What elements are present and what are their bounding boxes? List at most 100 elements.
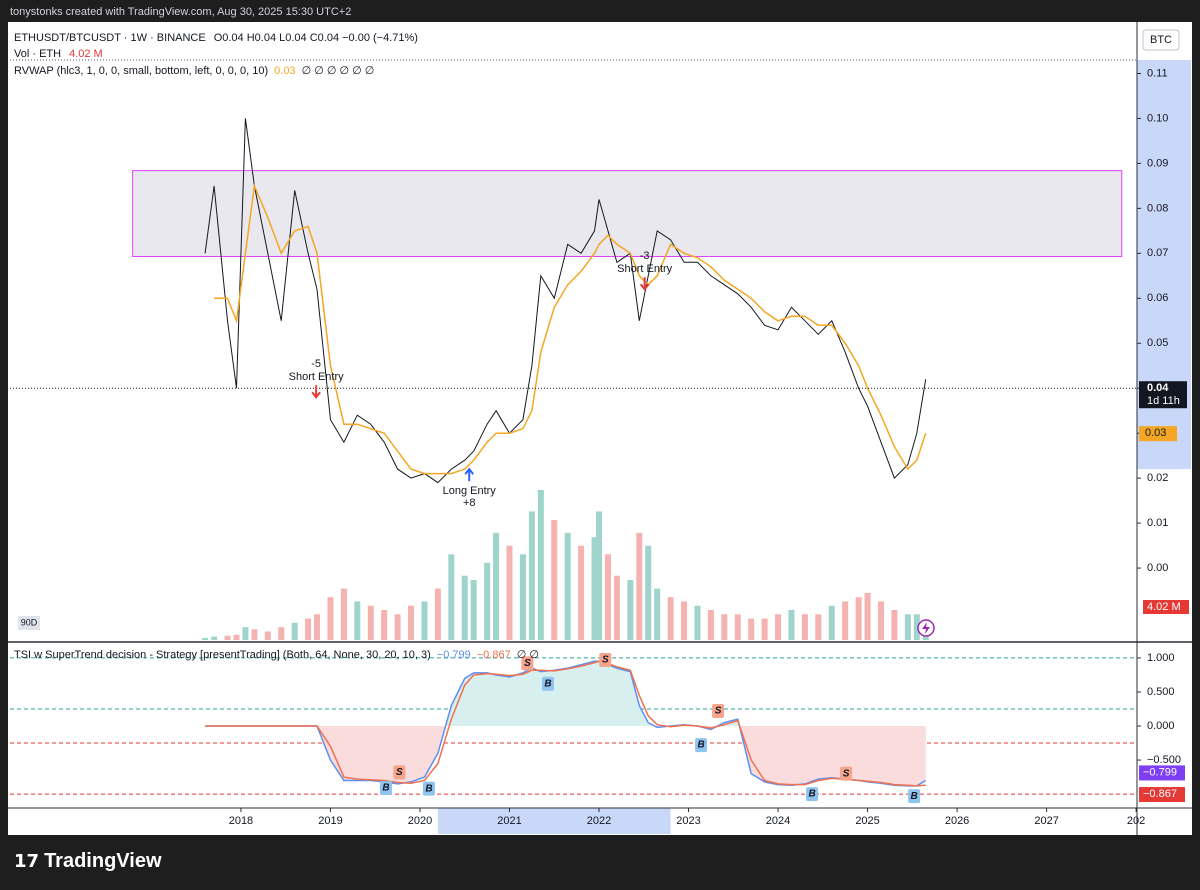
osc-badge	[1139, 765, 1185, 781]
x-tick-label: 2020	[408, 815, 432, 827]
ma-box	[18, 616, 40, 630]
resistance-zone	[132, 170, 1123, 257]
trade-marker	[541, 676, 554, 691]
x-tick-label: 2022	[587, 815, 611, 827]
trade-label: B	[697, 740, 704, 751]
event-bolt	[922, 622, 930, 634]
volume-badge-label: 4.02 M	[1147, 601, 1181, 613]
volume-bar	[748, 618, 755, 640]
trade-marker	[695, 738, 708, 753]
signal-arrow	[311, 385, 321, 399]
y-tick-label: 0.05	[1147, 337, 1168, 349]
signal-qty: +8	[463, 497, 476, 509]
volume-bar	[904, 614, 911, 640]
brand-name: TradingView	[44, 850, 162, 872]
volume-bar	[264, 631, 271, 640]
tsi-area-up	[205, 661, 926, 727]
trade-label: B	[808, 789, 815, 800]
legend-main: ETHUSDT/BTCUSDT · 1W · BINANCE O0.04 H0.0…	[14, 32, 418, 44]
volume-bar	[877, 601, 884, 640]
trade-marker	[521, 656, 534, 671]
x-tick-label: 2021	[497, 815, 521, 827]
volume-title: Vol · ETH	[14, 48, 61, 60]
rvwap-line	[214, 183, 927, 475]
volume-bar	[636, 532, 643, 640]
x-tick-label: 2025	[855, 815, 879, 827]
volume-bar	[667, 597, 674, 640]
volume-bar	[596, 511, 603, 640]
volume-bar	[251, 629, 258, 640]
trade-marker	[712, 704, 725, 719]
volume-bar	[340, 588, 347, 640]
rvwap-extra: ∅ ∅ ∅ ∅ ∅ ∅	[302, 65, 375, 77]
volume-bar	[224, 635, 231, 640]
volume-value: 4.02 M	[69, 48, 103, 60]
y-tick-label: 0.01	[1147, 517, 1168, 529]
legend-volume: Vol · ETH 4.02 M	[14, 48, 103, 60]
trade-label: B	[382, 783, 389, 794]
osc-tick-label: 0.500	[1147, 686, 1175, 698]
rvwap-badge-label: 0.03	[1145, 427, 1166, 439]
chart-layer: 0.00 0.01 0.02 0.03 0.04 0.05 0.06 0.07 0.08 0.09…	[8, 22, 1192, 835]
y-tick-label: 0.08	[1147, 202, 1168, 214]
y-tick-label: 0.11	[1147, 67, 1168, 79]
trade-label: S	[396, 767, 403, 778]
ohlc: O0.04 H0.04 L0.04 C0.04 −0.00 (−4.71%)	[214, 32, 418, 44]
osc-tick-label: 1.000	[1147, 652, 1175, 664]
trade-marker	[599, 652, 612, 667]
signal-label: Long Entry	[443, 485, 497, 497]
volume-bar	[815, 614, 822, 640]
brand: 𝟭𝟳 TradingView	[14, 850, 162, 872]
volume-bar	[528, 511, 535, 640]
trade-marker	[422, 781, 435, 796]
volume-bar	[654, 588, 661, 640]
y-tick-label: 0.09	[1147, 157, 1168, 169]
volume-bar	[645, 545, 652, 640]
brand-logo: 𝟭𝟳	[14, 851, 44, 871]
rvwap-title: RVWAP (hlc3, 1, 0, 0, small, bottom, lef…	[14, 65, 268, 77]
volume-bar	[278, 627, 285, 640]
trade-marker	[806, 787, 819, 802]
signal-label: Short Entry	[617, 263, 673, 275]
currency-button[interactable]	[1142, 29, 1180, 51]
volume-bar	[734, 614, 741, 640]
trade-label: S	[715, 706, 722, 717]
osc-tick-label: −0.500	[1147, 754, 1181, 766]
volume-bar	[381, 610, 388, 640]
trade-label: S	[602, 655, 609, 666]
volume-bar	[591, 537, 598, 640]
volume-bar	[408, 605, 415, 640]
volume-bar	[828, 605, 835, 640]
volume-bar	[448, 554, 455, 640]
signal-arrow	[464, 467, 474, 482]
trade-label: B	[544, 678, 551, 689]
trade-label: S	[524, 658, 531, 669]
volume-bar	[842, 601, 849, 640]
volume-bar	[627, 580, 634, 640]
trade-marker	[840, 766, 853, 781]
signal-arrow	[639, 277, 650, 291]
volume-bar	[461, 575, 468, 640]
signal-qty: -5	[311, 358, 321, 370]
osc-value-2: −0.867	[477, 649, 511, 661]
volume-bar	[484, 562, 491, 640]
volume-bar	[681, 601, 688, 640]
volume-bar	[291, 622, 298, 640]
volume-bar	[506, 545, 513, 640]
x-tick-label: 2024	[766, 815, 790, 827]
volume-bar	[913, 614, 920, 640]
x-tick-label: 202	[1127, 815, 1145, 827]
volume-bar	[864, 592, 871, 640]
volume-bar	[314, 614, 321, 640]
signal-label: Short Entry	[289, 371, 345, 383]
last-price-label: 0.04	[1147, 382, 1169, 394]
volume-bar	[519, 554, 526, 640]
volume-bar	[578, 545, 585, 640]
currency-label[interactable]: BTC	[1150, 34, 1172, 46]
volume-bar	[470, 580, 477, 640]
osc-badge	[1139, 787, 1185, 803]
x-tick-label: 2018	[229, 815, 253, 827]
x-tick-label: 2023	[676, 815, 700, 827]
